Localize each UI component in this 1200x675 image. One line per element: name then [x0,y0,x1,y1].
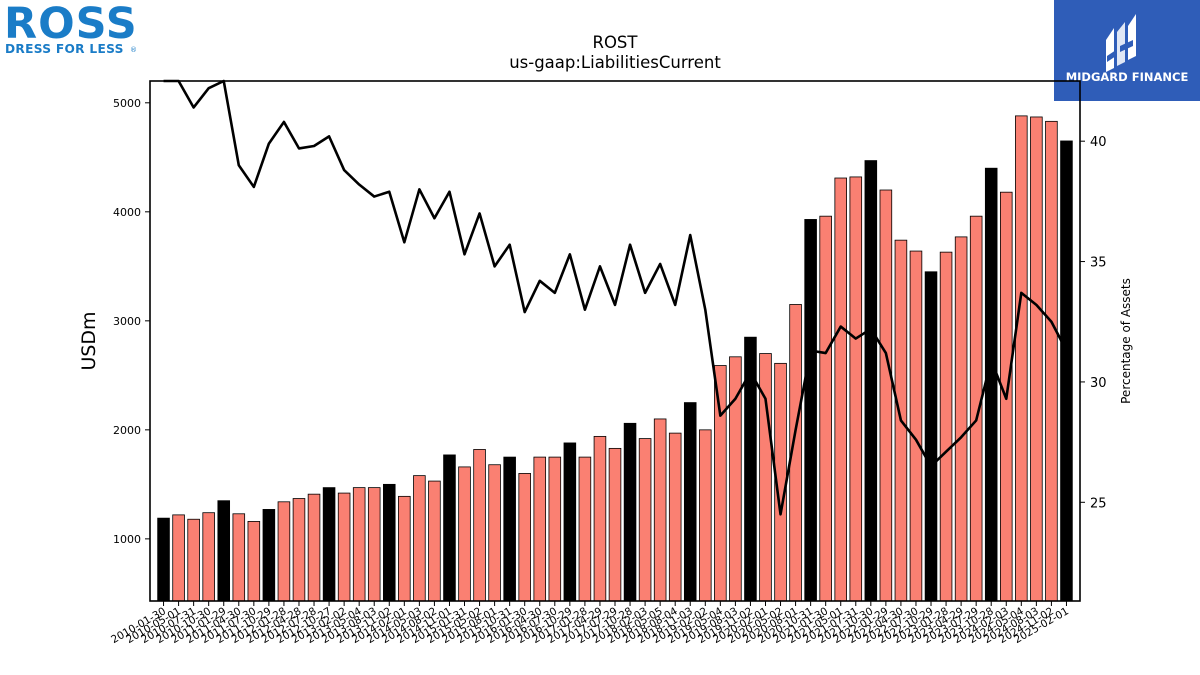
bar-2018-05-05 [653,418,667,602]
bar-2021-05-01 [834,177,847,602]
bar-2012-04-28 [292,498,306,602]
bar-2010-10-30 [202,512,215,602]
bar-2021-10-30 [864,160,878,602]
bar-2019-11-02 [744,336,757,602]
bar-series [157,115,1073,602]
chart-title: ROST [592,33,638,52]
bar-2018-02-03 [638,438,652,602]
left-tick-label: 2000 [113,424,141,437]
right-tick-label: 35 [1090,256,1107,271]
bar-2015-01-31 [458,466,471,602]
bar-2018-11-03 [683,402,697,602]
bar-2013-08-03 [367,487,381,602]
right-tick-label: 30 [1090,376,1107,391]
bar-2013-02-02 [337,492,351,602]
ross-logo-registered-mark: ® [130,46,137,54]
bar-2013-05-04 [352,487,366,602]
ross-logo-wordmark: ROSS [4,2,138,49]
bar-2012-07-28 [307,493,321,602]
bar-2016-04-30 [533,456,547,602]
bar-2010-01-30 [157,517,170,602]
bar-2013-11-02 [382,483,396,602]
bar-2011-10-29 [262,509,276,602]
bar-2017-10-28 [623,422,637,602]
bar-2025-02-01 [1060,140,1073,602]
bar-2022-07-30 [909,250,923,602]
midgard-finance-logo: MIDGARD FINANCE [1054,0,1200,101]
bar-2014-02-01 [398,495,411,602]
bar-2022-01-29 [879,189,893,602]
midgard-logo-text: MIDGARD FINANCE [1066,70,1189,84]
bar-2019-05-04 [714,365,727,602]
bar-2016-01-30 [518,473,531,602]
midgard-emblem-icon [1106,14,1136,72]
right-axis-label: Percentage of Assets [1119,278,1133,404]
bar-2016-10-29 [563,442,577,602]
bar-2023-01-28 [939,251,953,602]
ross-logo-tagline: DRESS FOR LESS [5,42,124,56]
bar-2011-01-29 [217,500,231,602]
bar-2010-07-31 [187,518,200,602]
left-y-axis: 1000 2000 3000 4000 5000 [113,97,150,546]
bar-2011-07-30 [247,521,261,602]
x-axis: 2010-01-302010-05-012010-07-312010-10-30… [109,601,1071,646]
bar-2015-08-01 [488,464,501,602]
bar-2023-04-29 [954,236,968,602]
bar-2021-01-30 [819,215,832,602]
bar-2016-07-30 [548,456,562,602]
bar-2024-08-03 [1030,116,1043,602]
bar-2019-02-02 [699,429,712,602]
bar-2022-10-29 [924,271,938,602]
bar-2017-01-28 [578,456,592,602]
bar-2015-05-02 [473,449,486,602]
right-y-axis: 25 30 35 40 [1080,135,1107,511]
left-tick-label: 4000 [113,206,141,219]
bar-2010-05-01 [172,514,185,602]
bar-2018-08-04 [668,432,682,602]
bar-2017-07-29 [608,447,622,602]
bar-2021-07-31 [849,176,863,602]
bar-2012-01-28 [277,501,291,602]
left-tick-label: 3000 [113,315,141,328]
right-tick-label: 40 [1090,135,1107,150]
ross-logo: ROSS DRESS FOR LESS ® [4,0,154,58]
left-tick-label: 1000 [113,533,141,546]
bar-2017-04-29 [593,435,607,602]
left-tick-label: 5000 [113,97,141,110]
bar-2015-10-31 [503,456,516,602]
bar-2011-04-30 [232,513,246,602]
bar-2014-05-03 [413,475,426,602]
percentage-line-series [163,79,1068,516]
chart-subtitle: us-gaap:LiabilitiesCurrent [509,53,721,72]
bar-2023-10-28 [984,167,998,602]
percentage-of-assets-line [163,79,1068,516]
left-axis-label: USDm [78,311,100,370]
right-tick-label: 25 [1090,496,1107,511]
bar-2014-08-02 [428,480,441,602]
bar-2024-11-02 [1045,120,1058,602]
bar-2012-10-27 [322,487,336,602]
bar-2014-11-01 [443,454,456,602]
bar-2024-05-04 [1015,115,1028,602]
bar-2020-10-31 [804,219,817,602]
